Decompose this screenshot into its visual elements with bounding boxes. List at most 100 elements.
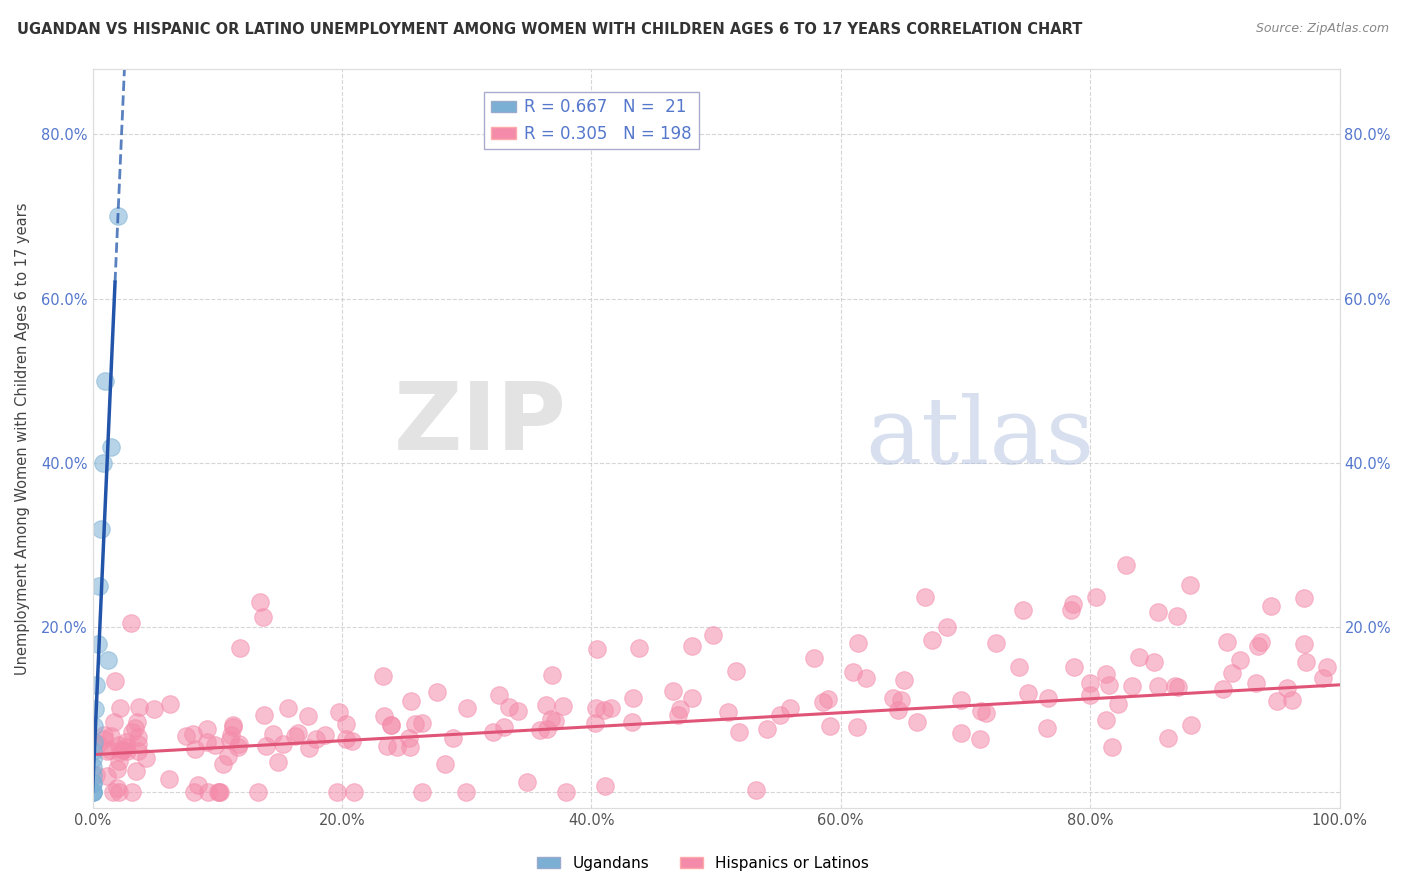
Hispanics or Latinos (681, 690, 703, 705)
Hispanics or Latinos (1216, 634, 1239, 648)
Hispanics or Latinos (666, 707, 689, 722)
Hispanics or Latinos (986, 635, 1008, 649)
Hispanics or Latinos (1147, 605, 1170, 619)
Hispanics or Latinos (1250, 634, 1272, 648)
Hispanics or Latinos (93, 731, 115, 746)
Hispanics or Latinos (96, 769, 118, 783)
Hispanics or Latinos (882, 691, 904, 706)
Hispanics or Latinos (456, 701, 478, 715)
Hispanics or Latinos (1097, 678, 1119, 692)
Hispanics or Latinos (108, 745, 131, 759)
Hispanics or Latinos (818, 719, 841, 733)
Hispanics or Latinos (426, 685, 449, 699)
Hispanics or Latinos (380, 718, 402, 732)
Hispanics or Latinos (380, 718, 402, 732)
Ugandans (82, 784, 104, 798)
Ugandans (82, 776, 104, 790)
Hispanics or Latinos (1128, 650, 1150, 665)
Hispanics or Latinos (893, 673, 915, 688)
Hispanics or Latinos (593, 703, 616, 717)
Text: Source: ZipAtlas.com: Source: ZipAtlas.com (1256, 22, 1389, 36)
Hispanics or Latinos (841, 665, 863, 679)
Hispanics or Latinos (100, 729, 122, 743)
Hispanics or Latinos (249, 595, 271, 609)
Hispanics or Latinos (1316, 660, 1339, 674)
Hispanics or Latinos (1229, 652, 1251, 666)
Hispanics or Latinos (534, 698, 557, 713)
Hispanics or Latinos (128, 700, 150, 714)
Hispanics or Latinos (585, 700, 607, 714)
Ugandans (90, 522, 112, 536)
Hispanics or Latinos (228, 738, 250, 752)
Ugandans (82, 768, 104, 782)
Hispanics or Latinos (174, 729, 197, 743)
Ugandans (84, 702, 107, 716)
Hispanics or Latinos (1143, 655, 1166, 669)
Hispanics or Latinos (1017, 686, 1039, 700)
Ugandans (83, 719, 105, 733)
Hispanics or Latinos (745, 783, 768, 797)
Hispanics or Latinos (536, 723, 558, 737)
Hispanics or Latinos (142, 702, 165, 716)
Hispanics or Latinos (1095, 714, 1118, 728)
Hispanics or Latinos (183, 741, 205, 756)
Ugandans (86, 678, 108, 692)
Hispanics or Latinos (325, 784, 347, 798)
Ugandans (83, 735, 105, 749)
Hispanics or Latinos (1157, 731, 1180, 745)
Hispanics or Latinos (620, 714, 643, 729)
Hispanics or Latinos (681, 639, 703, 653)
Ugandans (100, 440, 122, 454)
Hispanics or Latinos (401, 694, 423, 708)
Hispanics or Latinos (107, 762, 129, 776)
Hispanics or Latinos (121, 784, 143, 798)
Hispanics or Latinos (887, 703, 910, 717)
Ugandans (82, 776, 104, 790)
Hispanics or Latinos (1115, 558, 1137, 572)
Hispanics or Latinos (551, 698, 574, 713)
Hispanics or Latinos (207, 784, 229, 798)
Hispanics or Latinos (398, 739, 420, 754)
Hispanics or Latinos (1220, 665, 1243, 680)
Hispanics or Latinos (516, 774, 538, 789)
Hispanics or Latinos (1295, 655, 1317, 669)
Hispanics or Latinos (1121, 679, 1143, 693)
Hispanics or Latinos (1246, 639, 1268, 653)
Hispanics or Latinos (846, 636, 869, 650)
Ugandans (87, 579, 110, 593)
Hispanics or Latinos (253, 707, 276, 722)
Hispanics or Latinos (529, 723, 551, 737)
Hispanics or Latinos (197, 784, 219, 798)
Hispanics or Latinos (1011, 603, 1033, 617)
Hispanics or Latinos (974, 706, 997, 720)
Hispanics or Latinos (187, 778, 209, 792)
Hispanics or Latinos (1260, 599, 1282, 613)
Hispanics or Latinos (1060, 603, 1083, 617)
Ugandans (82, 760, 104, 774)
Ugandans (82, 784, 104, 798)
Legend: R = 0.667   N =  21, R = 0.305   N = 198: R = 0.667 N = 21, R = 0.305 N = 198 (484, 92, 699, 149)
Y-axis label: Unemployment Among Women with Children Ages 6 to 17 years: Unemployment Among Women with Children A… (15, 202, 30, 674)
Hispanics or Latinos (228, 740, 250, 755)
Hispanics or Latinos (96, 744, 118, 758)
Hispanics or Latinos (936, 620, 959, 634)
Hispanics or Latinos (1107, 697, 1129, 711)
Hispanics or Latinos (314, 728, 336, 742)
Hispanics or Latinos (411, 784, 433, 798)
Ugandans (91, 456, 114, 470)
Hispanics or Latinos (1281, 693, 1303, 707)
Hispanics or Latinos (454, 784, 477, 798)
Hispanics or Latinos (127, 744, 149, 758)
Hispanics or Latinos (1008, 660, 1031, 674)
Hispanics or Latinos (1294, 591, 1316, 606)
Ugandans (82, 784, 104, 798)
Hispanics or Latinos (969, 731, 991, 746)
Hispanics or Latinos (115, 744, 138, 758)
Hispanics or Latinos (921, 633, 943, 648)
Hispanics or Latinos (104, 674, 127, 689)
Hispanics or Latinos (108, 738, 131, 752)
Hispanics or Latinos (86, 768, 108, 782)
Hispanics or Latinos (208, 784, 231, 798)
Hispanics or Latinos (305, 731, 328, 746)
Hispanics or Latinos (342, 733, 364, 747)
